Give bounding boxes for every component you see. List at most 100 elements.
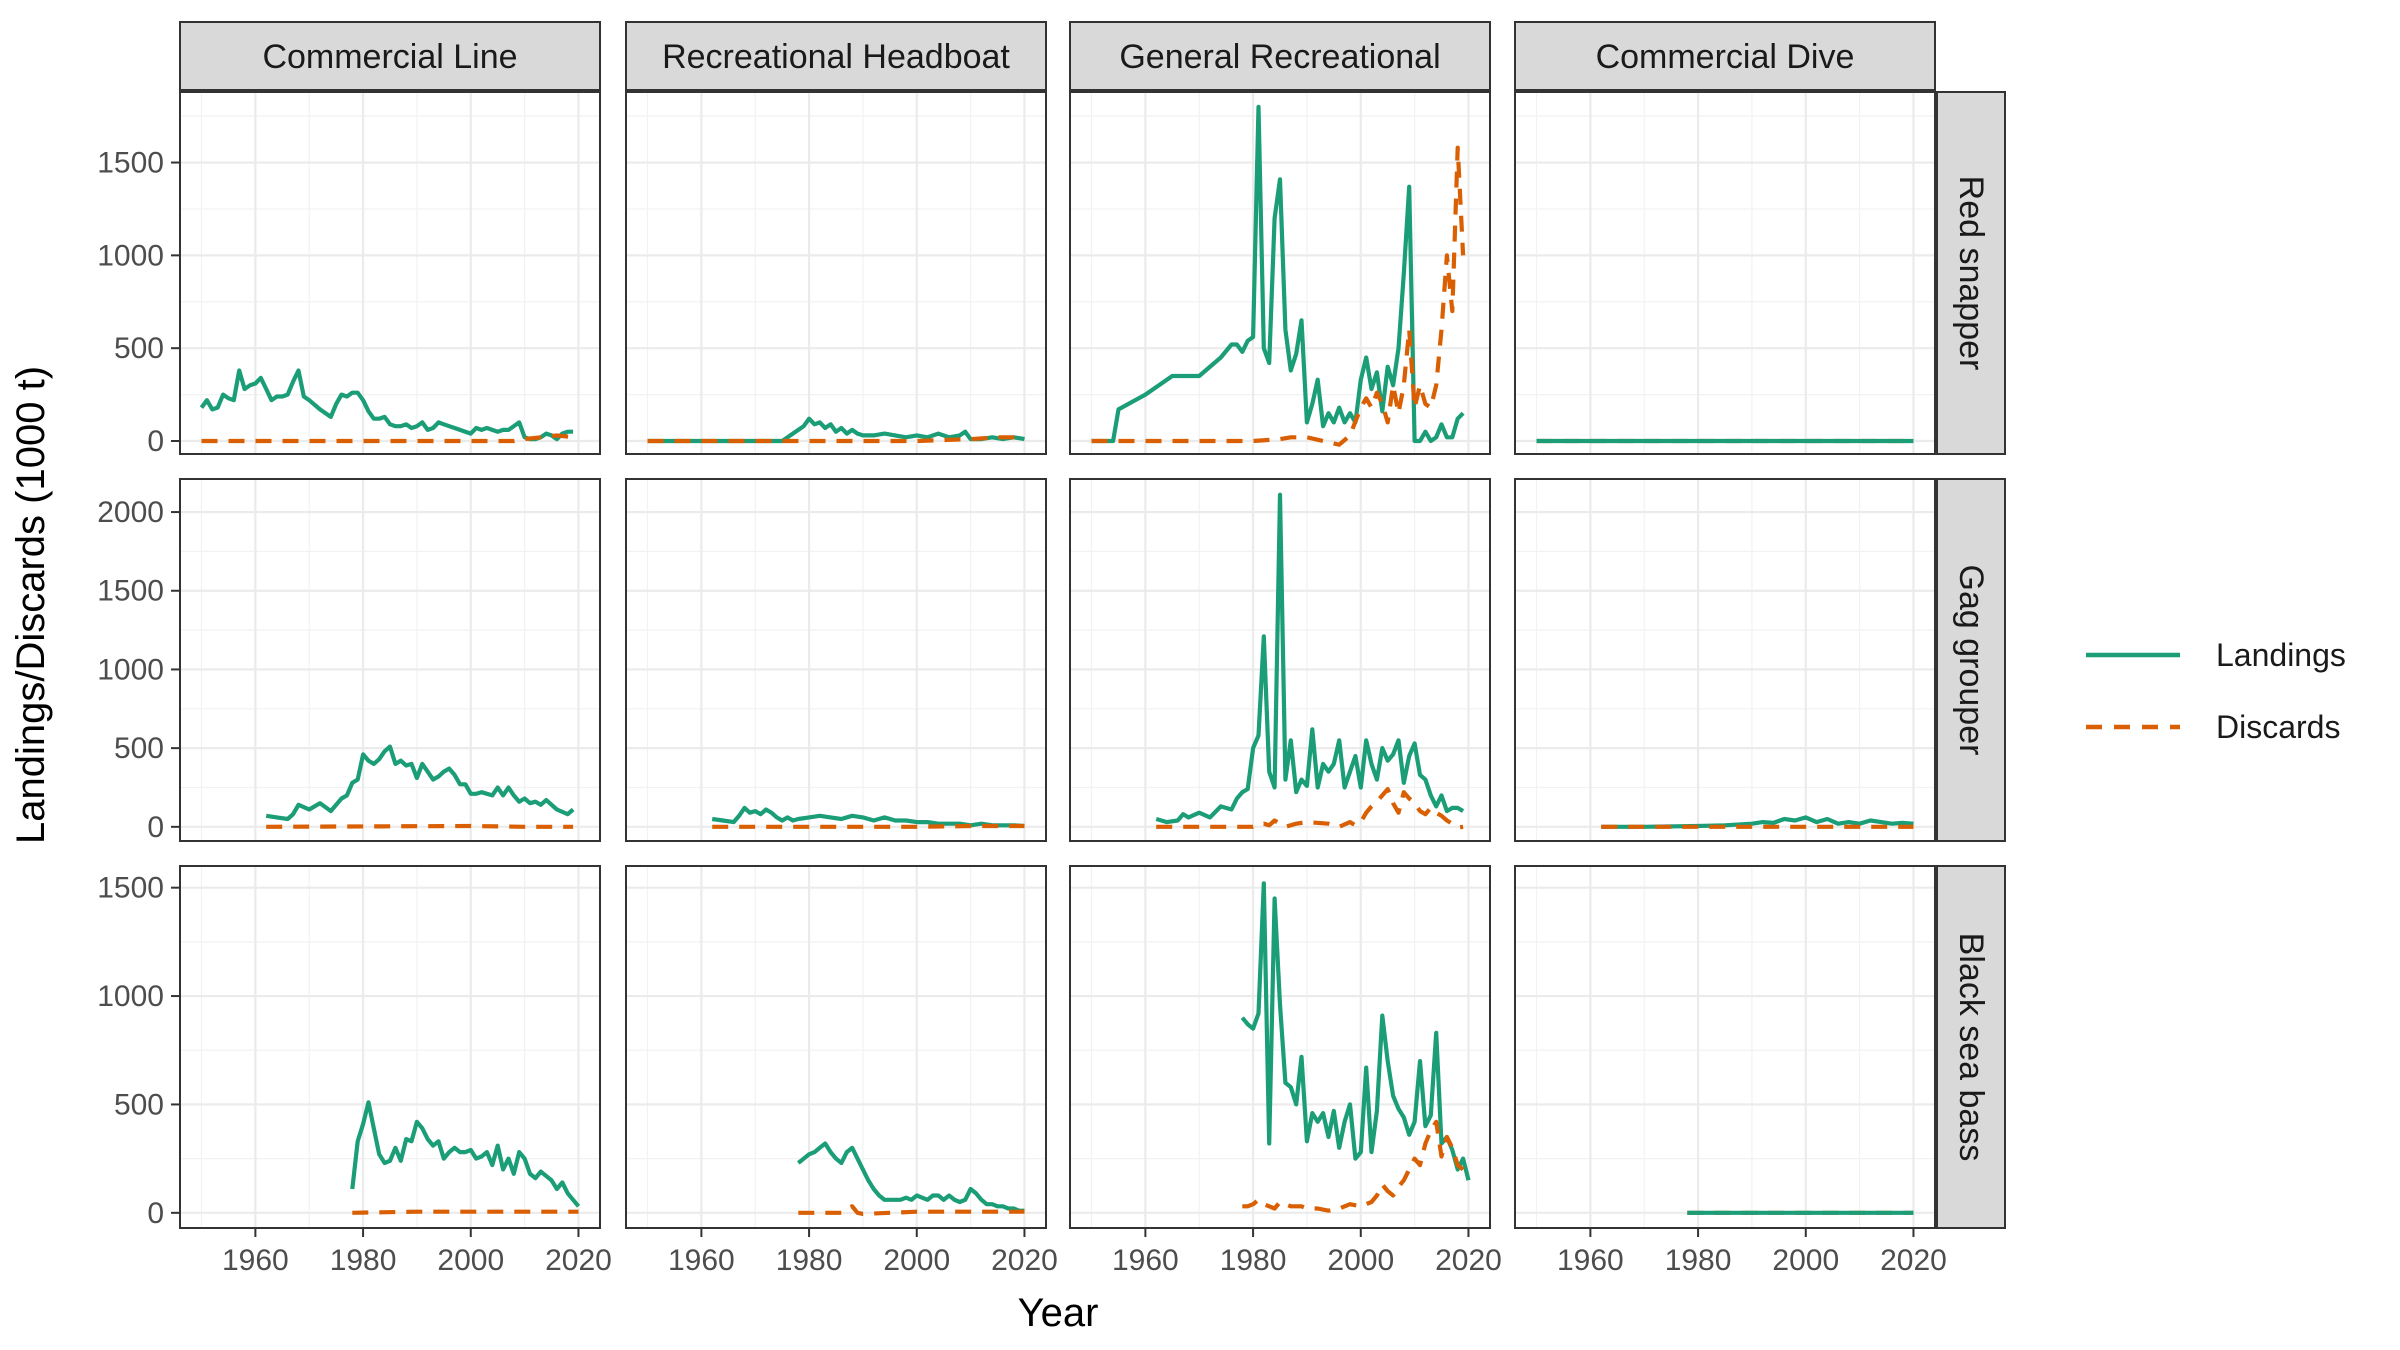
column-strip-commercial-dive: Commercial Dive	[1514, 21, 1936, 91]
x-tick-label: 1980	[330, 1244, 397, 1277]
panel-border	[625, 865, 1047, 1229]
column-strip-label: General Recreational	[1119, 38, 1440, 76]
panel-border	[1069, 865, 1491, 1229]
panel-border	[179, 865, 601, 1229]
x-tick-label: 2000	[1327, 1244, 1394, 1277]
column-strip-label: Recreational Headboat	[662, 38, 1010, 76]
series-line-discards	[712, 823, 1025, 829]
column-strip-label: Commercial Line	[262, 38, 517, 76]
panel-border	[179, 478, 601, 842]
panel-black-sea-bass-commercial-line	[179, 865, 601, 1229]
x-tick-label: 2020	[1435, 1244, 1502, 1277]
column-strip-label: Commercial Dive	[1596, 38, 1855, 76]
series-line-landings	[1155, 492, 1465, 825]
facet-strips: Red snapper Gag grouper Black sea bass Comm…	[179, 21, 2006, 1229]
panel-red-snapper-commercial-line	[179, 91, 601, 455]
series-line-landings	[796, 1141, 1025, 1213]
row-strip-gag-grouper: Gag grouper	[1936, 478, 2006, 842]
panel-background	[626, 479, 1046, 841]
panel-background	[180, 479, 600, 841]
panel-border	[1514, 478, 1936, 842]
row-strip-label: Black sea bass	[1952, 933, 1990, 1162]
series-line-discards	[201, 433, 574, 444]
panel-border	[625, 478, 1047, 842]
series-line-landings	[199, 368, 574, 442]
strip-background	[1936, 478, 2006, 842]
y-tick-label: 500	[114, 332, 164, 365]
y-tick-label: 2000	[97, 496, 164, 529]
x-tick-label: 2020	[1880, 1244, 1947, 1277]
y-tick-label: 500	[114, 732, 164, 765]
panel-gag-grouper-commercial-dive	[1514, 478, 1936, 842]
x-axis-title: Year	[1018, 1291, 1099, 1335]
series-line-discards	[352, 1209, 579, 1215]
x-tick-label: 2000	[1772, 1244, 1839, 1277]
x-tick-label: 1960	[668, 1244, 735, 1277]
row-strip-label: Gag grouper	[1952, 565, 1990, 756]
legend: Landings Discards	[2086, 637, 2346, 745]
y-tick-label: 0	[147, 1197, 164, 1230]
strip-background	[1936, 865, 2006, 1229]
legend-label-landings: Landings	[2216, 637, 2346, 673]
strip-background	[1936, 91, 2006, 455]
panel-border	[1069, 91, 1491, 455]
panel-background	[626, 866, 1046, 1228]
legend-label-discards: Discards	[2216, 709, 2340, 745]
column-strip-commercial-line: Commercial Line	[179, 21, 601, 91]
x-tick-label: 2020	[545, 1244, 612, 1277]
panel-red-snapper-recreational-headboat	[625, 91, 1047, 455]
series-line-landings	[711, 805, 1025, 829]
panel-black-sea-bass-recreational-headboat	[625, 865, 1047, 1229]
panel-black-sea-bass-commercial-dive	[1514, 865, 1936, 1229]
y-tick-label: 1000	[97, 980, 164, 1013]
y-tick-label: 0	[147, 425, 164, 458]
series-line-landings	[1240, 881, 1471, 1181]
x-tick-label: 1960	[1557, 1244, 1624, 1277]
x-tick-label: 2000	[437, 1244, 504, 1277]
x-tick-label: 1980	[1220, 1244, 1287, 1277]
series-line-discards	[266, 823, 574, 829]
panel-background	[180, 92, 600, 454]
panel-background	[1515, 479, 1935, 841]
strip-background	[179, 21, 601, 91]
row-strip-black-sea-bass: Black sea bass	[1936, 865, 2006, 1229]
row-strip-red-snapper: Red snapper	[1936, 91, 2006, 455]
x-tick-label: 1980	[776, 1244, 843, 1277]
series-line-landings	[1091, 104, 1465, 444]
panel-border	[625, 91, 1047, 455]
series-line-landings	[265, 744, 575, 822]
panel-gag-grouper-commercial-line	[179, 478, 601, 842]
column-strip-general-recreational: General Recreational	[1069, 21, 1491, 91]
panel-background	[1515, 866, 1935, 1228]
panel-border	[1514, 91, 1936, 455]
y-axis-title: Landings/Discards (1000 t)	[9, 366, 53, 844]
panel-black-sea-bass-general-recreational	[1069, 865, 1491, 1229]
panel-border	[1514, 865, 1936, 1229]
strip-background	[1514, 21, 1936, 91]
series-line-discards	[1242, 1119, 1465, 1213]
panel-gag-grouper-recreational-headboat	[625, 478, 1047, 842]
panel-gag-grouper-general-recreational	[1069, 478, 1491, 842]
y-tick-label: 1500	[97, 575, 164, 608]
panel-border	[179, 91, 601, 455]
strip-background	[1069, 21, 1491, 91]
x-tick-label: 1980	[1665, 1244, 1732, 1277]
series-line-discards	[1091, 145, 1466, 447]
strip-background	[625, 21, 1047, 91]
series-line-landings	[647, 416, 1025, 444]
axes: 0 500 1000 1500 0 500 1000 1500 2000 1960 1980 2000…	[97, 147, 1947, 1277]
x-tick-label: 1960	[1112, 1244, 1179, 1277]
panel-background	[626, 92, 1046, 454]
panel-border	[1069, 478, 1491, 842]
y-tick-label: 1500	[97, 872, 164, 905]
x-tick-label: 2000	[883, 1244, 950, 1277]
series-line-discards	[647, 435, 1025, 444]
y-tick-label: 0	[147, 811, 164, 844]
row-strip-label: Red snapper	[1952, 176, 1990, 371]
facet-panels	[179, 91, 1936, 1229]
y-tick-label: 1000	[97, 653, 164, 686]
y-tick-label: 1500	[97, 147, 164, 180]
y-tick-label: 500	[114, 1088, 164, 1121]
panel-red-snapper-commercial-dive	[1514, 91, 1936, 455]
